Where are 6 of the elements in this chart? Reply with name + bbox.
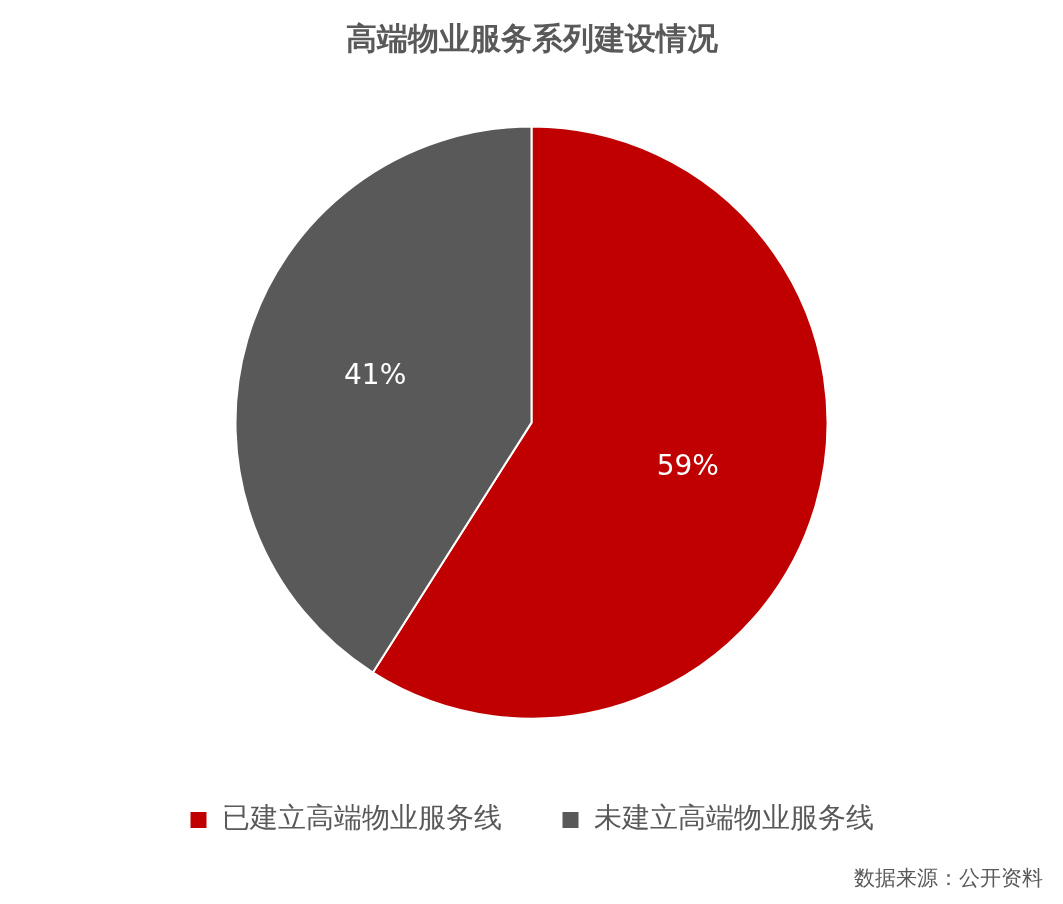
legend-label: 已建立高端物业服务线: [221, 801, 502, 835]
chart-title: 高端物业服务系列建设情况: [345, 19, 719, 56]
data-label: 41%: [344, 358, 407, 392]
source-note: 数据来源：公开资料: [854, 865, 1043, 892]
legend-label: 未建立高端物业服务线: [593, 801, 874, 835]
data-label: 59%: [656, 449, 719, 483]
